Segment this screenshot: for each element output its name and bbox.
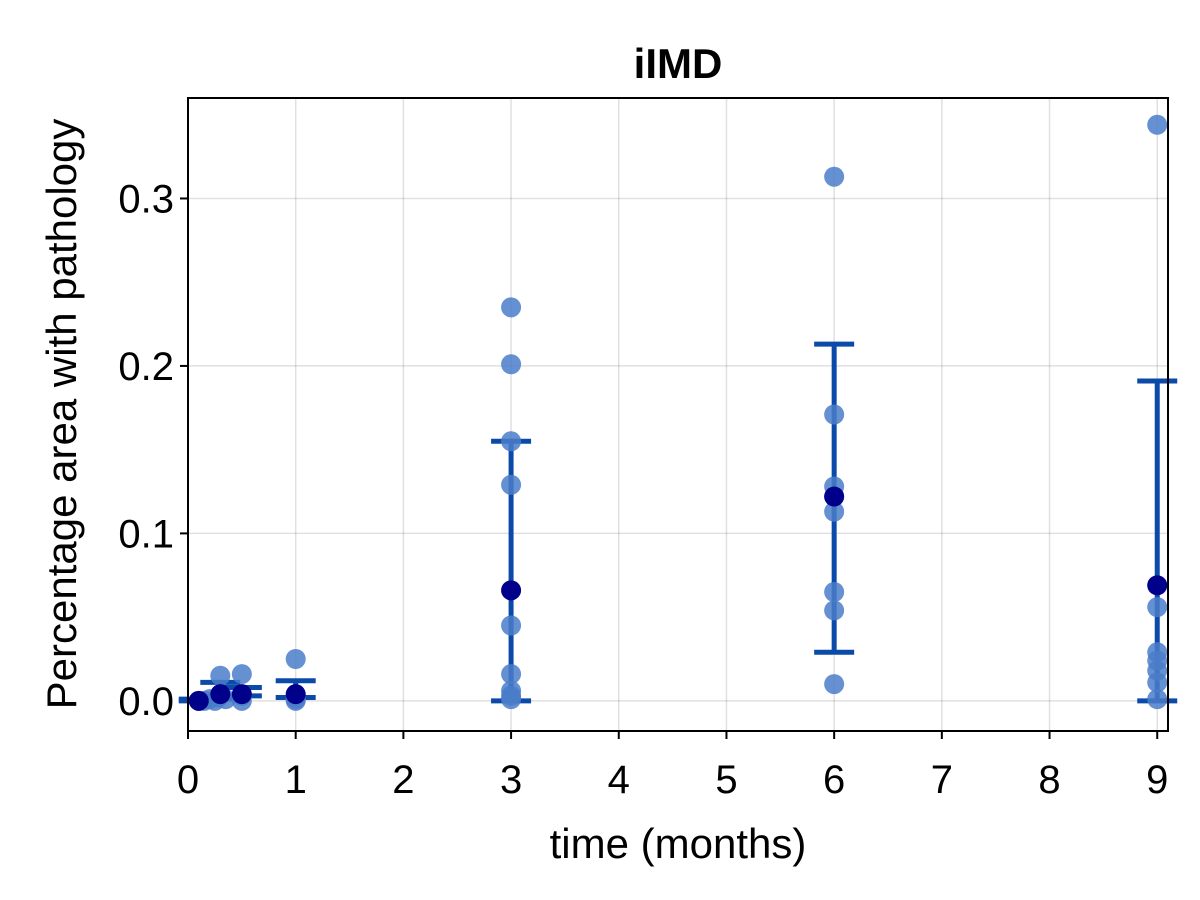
x-tick-label: 2 <box>392 758 414 802</box>
data-point <box>1147 672 1168 693</box>
data-point <box>231 664 252 685</box>
chart-title: iIMD <box>634 40 723 87</box>
data-point <box>1147 114 1168 135</box>
x-tick-label: 5 <box>715 758 737 802</box>
x-tick-label: 3 <box>500 758 522 802</box>
mean-point <box>285 684 306 705</box>
mean-point <box>824 486 845 507</box>
x-tick-label: 6 <box>823 758 845 802</box>
x-tick-label: 7 <box>931 758 953 802</box>
data-point <box>1147 689 1168 710</box>
data-point <box>824 582 845 603</box>
data-point <box>824 501 845 522</box>
mean-point <box>188 690 209 711</box>
y-tick-label: 0.3 <box>118 177 174 221</box>
mean-point <box>210 684 231 705</box>
data-point <box>1147 597 1168 618</box>
x-tick-label: 9 <box>1146 758 1168 802</box>
data-point <box>285 648 306 669</box>
data-point <box>824 674 845 695</box>
x-tick-label: 8 <box>1038 758 1060 802</box>
data-point <box>824 166 845 187</box>
data-point <box>824 600 845 621</box>
x-axis-label: time (months) <box>550 820 807 867</box>
data-point <box>210 665 231 686</box>
y-tick-label: 0.1 <box>118 512 174 556</box>
data-point <box>501 664 522 685</box>
y-tick-label: 0.2 <box>118 345 174 389</box>
data-point <box>501 474 522 495</box>
data-point <box>501 297 522 318</box>
x-tick-label: 0 <box>177 758 199 802</box>
mean-point <box>501 580 522 601</box>
mean-point <box>231 684 252 705</box>
x-tick-label: 4 <box>608 758 630 802</box>
ticks: 0 1 2 3 4 5 6 7 8 9 0.0 0.1 0.2 0.3 <box>118 177 1168 802</box>
y-tick-label: 0.0 <box>118 680 174 724</box>
data-point <box>501 689 522 710</box>
y-axis-label: Percentage area with pathology <box>38 119 85 710</box>
mean-points <box>188 486 1168 711</box>
data-point <box>501 431 522 452</box>
mean-point <box>1147 575 1168 596</box>
data-point <box>501 615 522 636</box>
plot-frame <box>187 97 1169 732</box>
data-point <box>501 354 522 375</box>
data-point <box>824 404 845 425</box>
x-tick-label: 1 <box>285 758 307 802</box>
